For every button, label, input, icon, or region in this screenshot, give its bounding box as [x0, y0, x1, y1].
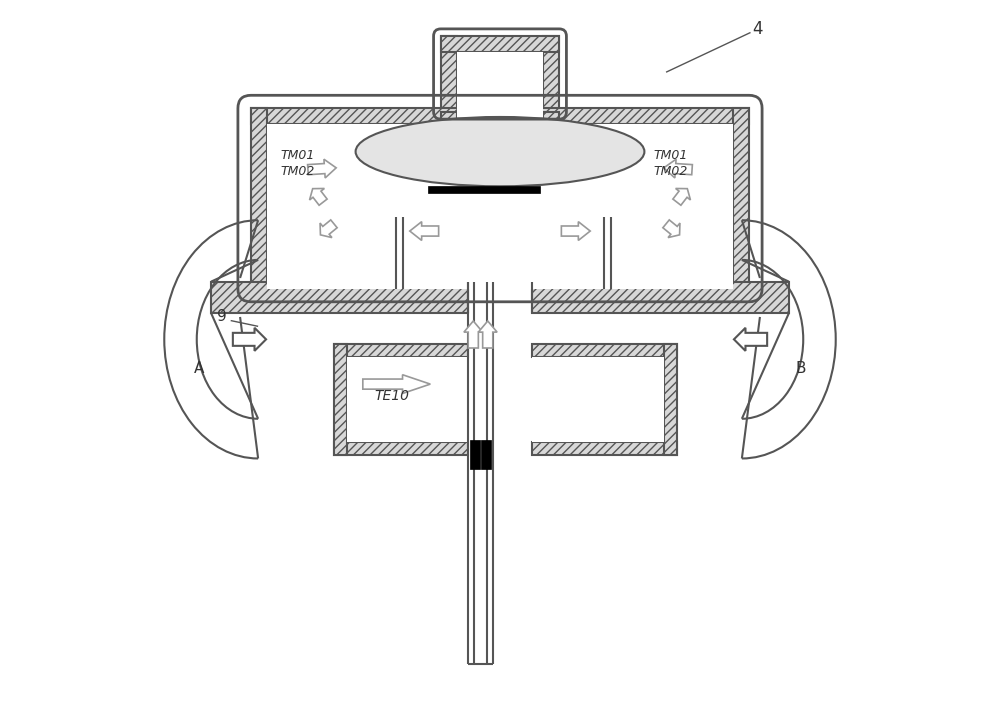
Bar — [532, 282, 789, 313]
Bar — [441, 112, 457, 124]
Bar — [361, 193, 639, 217]
FancyArrow shape — [664, 160, 692, 178]
Bar — [457, 52, 543, 112]
FancyArrow shape — [464, 321, 483, 348]
Bar — [334, 442, 468, 455]
FancyArrow shape — [233, 328, 266, 351]
Text: TM02: TM02 — [653, 165, 687, 178]
Text: 9: 9 — [217, 309, 227, 323]
Text: TM01: TM01 — [653, 149, 687, 162]
Text: A: A — [194, 361, 204, 375]
Bar — [334, 344, 347, 455]
Bar — [211, 282, 468, 313]
FancyArrow shape — [310, 188, 327, 205]
Bar — [664, 344, 677, 455]
Bar — [267, 124, 733, 289]
Bar — [543, 112, 559, 124]
Bar — [441, 36, 457, 112]
FancyArrow shape — [673, 188, 690, 205]
Bar — [428, 186, 540, 193]
Text: B: B — [796, 361, 806, 375]
Bar — [481, 440, 491, 469]
Bar — [733, 108, 749, 289]
FancyArrow shape — [410, 222, 439, 240]
Bar — [543, 36, 559, 112]
Bar — [251, 108, 267, 289]
Text: TM01: TM01 — [281, 149, 315, 162]
Text: 4: 4 — [752, 20, 762, 38]
Bar — [441, 36, 559, 52]
Bar — [251, 108, 749, 124]
Bar — [470, 440, 480, 469]
Ellipse shape — [356, 117, 644, 186]
FancyArrow shape — [363, 375, 430, 393]
FancyArrow shape — [308, 160, 336, 178]
FancyArrow shape — [561, 222, 590, 240]
FancyArrow shape — [734, 328, 767, 351]
FancyArrow shape — [663, 220, 680, 238]
FancyArrow shape — [478, 321, 497, 348]
Bar — [532, 344, 677, 357]
Text: TE10: TE10 — [374, 388, 409, 403]
FancyArrow shape — [320, 220, 337, 238]
Bar — [532, 357, 664, 442]
Bar — [347, 357, 468, 442]
Bar — [334, 344, 468, 357]
Bar — [457, 112, 543, 124]
Bar — [532, 442, 677, 455]
Text: TM02: TM02 — [281, 165, 315, 178]
